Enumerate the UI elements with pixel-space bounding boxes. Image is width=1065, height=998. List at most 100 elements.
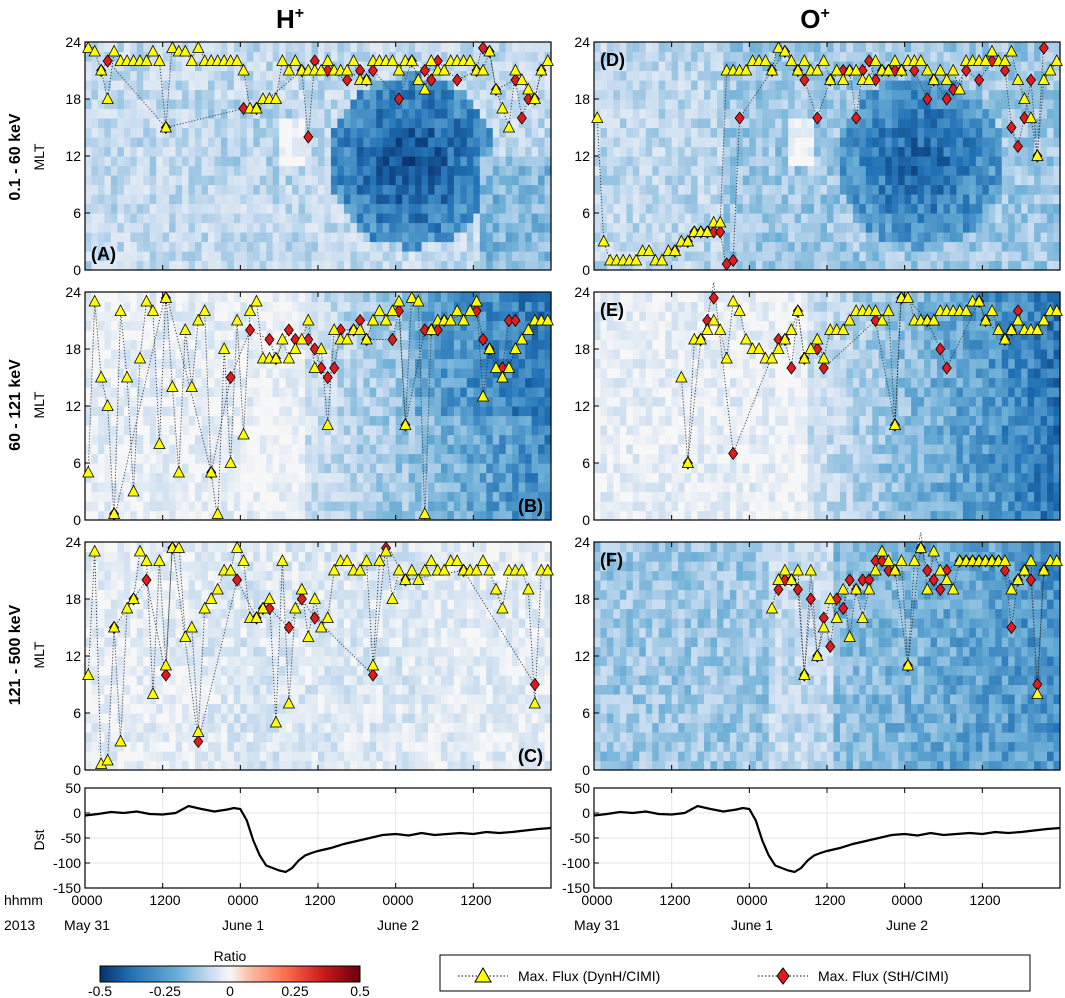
heatmap-cell	[531, 292, 539, 303]
heatmap-cell	[259, 637, 267, 648]
heatmap-cell	[531, 42, 539, 53]
heatmap-cell	[130, 608, 138, 619]
heatmap-cell	[512, 42, 520, 53]
heatmap-cell	[447, 42, 455, 53]
heatmap-cell	[123, 406, 131, 417]
heatmap-cell	[207, 127, 216, 138]
heatmap-cell	[363, 482, 371, 493]
heatmap-cell	[227, 703, 235, 714]
heatmap-cell	[104, 425, 112, 436]
heatmap-cell	[182, 542, 190, 553]
heatmap-cell	[292, 580, 300, 591]
heatmap-cell	[240, 194, 248, 205]
heatmap-cell	[227, 415, 235, 426]
heatmap-cell	[492, 472, 500, 483]
heatmap-cell	[143, 425, 151, 436]
sth-diamond-marker	[102, 54, 113, 68]
heatmap-cell	[182, 349, 190, 360]
heatmap-cell	[85, 618, 93, 629]
heatmap-cell	[201, 368, 209, 379]
heatmap-cell	[318, 722, 326, 733]
heatmap-cell	[531, 425, 539, 436]
heatmap-cell	[376, 330, 384, 341]
heatmap-cell	[130, 510, 138, 521]
heatmap-cell	[214, 760, 222, 771]
heatmap-cell	[233, 406, 241, 417]
heatmap-cell	[324, 463, 332, 474]
heatmap-cell	[479, 425, 487, 436]
heatmap-cell	[369, 241, 377, 252]
heatmap-cell	[123, 222, 131, 233]
heatmap-cell	[473, 42, 481, 53]
heatmap-cell	[421, 301, 429, 312]
heatmap-cell	[130, 425, 138, 436]
heatmap-cell	[123, 501, 131, 512]
heatmap-cell	[188, 580, 196, 591]
heatmap-cell	[220, 320, 228, 331]
heatmap-cell	[149, 137, 157, 148]
heatmap-cell	[149, 165, 157, 176]
heatmap-cell	[350, 108, 358, 119]
heatmap-cell	[130, 213, 138, 224]
heatmap-cell	[305, 156, 313, 167]
heatmap-cell	[324, 175, 332, 186]
heatmap-cell	[330, 732, 339, 743]
heatmap-cell	[389, 415, 397, 426]
heatmap-cell	[110, 646, 118, 657]
heatmap-cell	[305, 89, 313, 100]
heatmap-cell	[104, 741, 112, 752]
heatmap-cell	[240, 184, 248, 195]
heatmap-cell	[266, 472, 274, 483]
heatmap-cell	[123, 127, 131, 138]
heatmap-cell	[91, 599, 99, 610]
heatmap-cell	[447, 175, 455, 186]
heatmap-cell	[85, 377, 93, 388]
heatmap-cell	[149, 51, 157, 62]
heatmap-cell	[175, 301, 183, 312]
heatmap-cell	[233, 232, 241, 243]
heatmap-cell	[259, 491, 267, 502]
heatmap-cell	[272, 618, 280, 629]
heatmap-cell	[460, 339, 468, 350]
heatmap-cell	[330, 434, 339, 445]
heatmap-cell	[395, 751, 403, 762]
heatmap-cell	[175, 580, 183, 591]
heatmap-cell	[376, 99, 384, 110]
heatmap-cell	[240, 463, 248, 474]
heatmap-cell	[233, 387, 241, 398]
dynh-triangle-marker	[457, 313, 470, 326]
heatmap-cell	[324, 741, 332, 752]
heatmap-cell	[201, 463, 209, 474]
heatmap-cell	[207, 358, 216, 369]
heatmap-cell	[110, 741, 118, 752]
heatmap-cell	[330, 444, 339, 455]
heatmap-cell	[240, 665, 248, 676]
heatmap-cell	[143, 194, 151, 205]
heatmap-cell	[421, 127, 429, 138]
heatmap-cell	[376, 453, 384, 464]
heatmap-cell	[233, 501, 241, 512]
heatmap-cell	[169, 349, 177, 360]
heatmap-cell	[395, 542, 403, 553]
energy-row-label-3: 121 - 500 keV	[7, 604, 24, 705]
heatmap-cell	[175, 444, 183, 455]
heatmap-cell	[279, 241, 287, 252]
heatmap-cell	[259, 434, 267, 445]
heatmap-cell	[447, 146, 455, 157]
heatmap-cell	[376, 694, 384, 705]
heatmap-cell	[324, 165, 332, 176]
heatmap-cell	[136, 415, 144, 426]
heatmap-cell	[544, 137, 552, 148]
heatmap-cell	[91, 501, 99, 512]
heatmap-cell	[389, 99, 397, 110]
heatmap-cell	[318, 741, 326, 752]
heatmap-cell	[408, 618, 416, 629]
heatmap-cell	[233, 127, 241, 138]
heatmap-cell	[505, 127, 513, 138]
heatmap-cell	[117, 251, 125, 262]
heatmap-cell	[447, 213, 455, 224]
heatmap-cell	[220, 184, 228, 195]
heatmap-cell	[233, 444, 241, 455]
heatmap-cell	[311, 156, 319, 167]
heatmap-cell	[149, 213, 157, 224]
